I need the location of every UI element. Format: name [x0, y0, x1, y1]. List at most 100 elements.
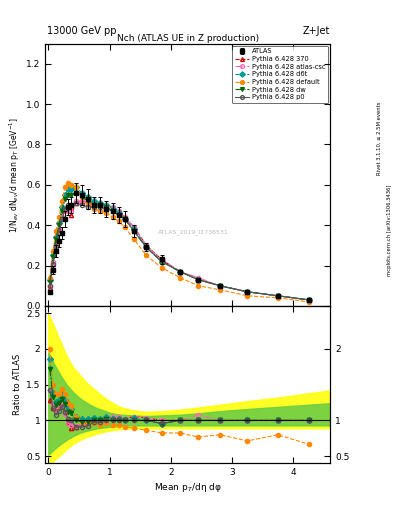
Pythia 6.428 atlas-csc: [104, 202, 109, 208]
Pythia 6.428 default: [104, 210, 109, 216]
Pythia 6.428 370: [57, 226, 61, 232]
Text: Rivet 3.1.10, ≥ 2.5M events: Rivet 3.1.10, ≥ 2.5M events: [377, 101, 382, 175]
Pythia 6.428 370: [132, 224, 136, 230]
Pythia 6.428 p0: [306, 297, 311, 303]
Pythia 6.428 dw: [92, 202, 97, 208]
Pythia 6.428 370: [178, 268, 182, 274]
Pythia 6.428 atlas-csc: [80, 198, 84, 204]
Pythia 6.428 atlas-csc: [92, 200, 97, 206]
Pythia 6.428 d6t: [63, 192, 68, 198]
Pythia 6.428 default: [66, 180, 70, 186]
Pythia 6.428 default: [275, 295, 280, 301]
Pythia 6.428 d6t: [306, 297, 311, 303]
Pythia 6.428 p0: [196, 276, 201, 283]
Pythia 6.428 dw: [306, 297, 311, 303]
Pythia 6.428 dw: [48, 279, 52, 285]
Pythia 6.428 default: [60, 198, 64, 204]
Pythia 6.428 dw: [196, 276, 201, 283]
Pythia 6.428 atlas-csc: [73, 198, 78, 204]
Pythia 6.428 370: [104, 202, 109, 208]
Pythia 6.428 d6t: [80, 190, 84, 196]
Pythia 6.428 atlas-csc: [98, 200, 103, 206]
Pythia 6.428 d6t: [86, 194, 90, 200]
Pythia 6.428 370: [159, 257, 164, 263]
Pythia 6.428 dw: [178, 268, 182, 274]
Pythia 6.428 dw: [217, 283, 222, 289]
Pythia 6.428 370: [275, 293, 280, 299]
Pythia 6.428 default: [306, 299, 311, 305]
Pythia 6.428 d6t: [159, 259, 164, 265]
Pythia 6.428 default: [80, 194, 84, 200]
Pythia 6.428 p0: [116, 212, 121, 218]
Pythia 6.428 atlas-csc: [63, 208, 68, 214]
Pythia 6.428 atlas-csc: [60, 214, 64, 220]
Pythia 6.428 dw: [98, 202, 103, 208]
Pythia 6.428 atlas-csc: [275, 293, 280, 299]
Pythia 6.428 d6t: [132, 226, 136, 232]
Pythia 6.428 d6t: [217, 283, 222, 289]
Pythia 6.428 d6t: [144, 244, 149, 250]
Pythia 6.428 atlas-csc: [86, 200, 90, 206]
Pythia 6.428 default: [57, 214, 61, 220]
Pythia 6.428 default: [69, 182, 73, 188]
Text: mcplots.cern.ch [arXiv:1306.3436]: mcplots.cern.ch [arXiv:1306.3436]: [387, 185, 391, 276]
Pythia 6.428 d6t: [275, 293, 280, 299]
Pythia 6.428 default: [178, 274, 182, 281]
Y-axis label: 1/N$_{ev}$ dN$_{ev}$/d mean p$_T$ [GeV$^{-1}$]: 1/N$_{ev}$ dN$_{ev}$/d mean p$_T$ [GeV$^…: [7, 117, 22, 232]
Pythia 6.428 default: [196, 283, 201, 289]
Pythia 6.428 default: [92, 206, 97, 212]
Pythia 6.428 370: [80, 198, 84, 204]
Pythia 6.428 atlas-csc: [144, 242, 149, 248]
Pythia 6.428 atlas-csc: [306, 297, 311, 303]
Pythia 6.428 dw: [275, 293, 280, 299]
Pythia 6.428 dw: [60, 208, 64, 214]
Pythia 6.428 default: [50, 248, 55, 254]
Pythia 6.428 d6t: [92, 198, 97, 204]
Pythia 6.428 dw: [123, 216, 127, 222]
Pythia 6.428 default: [159, 265, 164, 271]
Pythia 6.428 370: [245, 289, 250, 295]
Pythia 6.428 default: [86, 200, 90, 206]
Pythia 6.428 atlas-csc: [196, 274, 201, 281]
Pythia 6.428 p0: [98, 204, 103, 210]
Pythia 6.428 d6t: [57, 220, 61, 226]
Pythia 6.428 atlas-csc: [159, 257, 164, 263]
Pythia 6.428 p0: [50, 261, 55, 267]
Pythia 6.428 d6t: [116, 210, 121, 216]
Pythia 6.428 d6t: [178, 268, 182, 274]
Pythia 6.428 370: [73, 200, 78, 206]
Pythia 6.428 370: [50, 261, 55, 267]
Line: Pythia 6.428 atlas-csc: Pythia 6.428 atlas-csc: [48, 199, 311, 302]
Pythia 6.428 p0: [53, 244, 58, 250]
Pythia 6.428 dw: [104, 204, 109, 210]
Pythia 6.428 default: [245, 293, 250, 299]
Pythia 6.428 dw: [73, 190, 78, 196]
Text: ATLAS_2019_I1736531: ATLAS_2019_I1736531: [158, 229, 229, 236]
Pythia 6.428 default: [53, 228, 58, 234]
Pythia 6.428 d6t: [60, 204, 64, 210]
Pythia 6.428 370: [92, 202, 97, 208]
Pythia 6.428 p0: [123, 216, 127, 222]
Pythia 6.428 dw: [144, 244, 149, 250]
Pythia 6.428 dw: [132, 228, 136, 234]
Pythia 6.428 atlas-csc: [217, 283, 222, 289]
Pythia 6.428 atlas-csc: [132, 224, 136, 230]
Pythia 6.428 default: [73, 184, 78, 190]
Pythia 6.428 p0: [48, 283, 52, 289]
Text: Z+Jet: Z+Jet: [303, 26, 330, 36]
Pythia 6.428 dw: [53, 236, 58, 242]
Pythia 6.428 d6t: [69, 186, 73, 192]
Pythia 6.428 default: [217, 287, 222, 293]
Line: Pythia 6.428 dw: Pythia 6.428 dw: [48, 191, 311, 302]
Pythia 6.428 dw: [110, 208, 115, 214]
Pythia 6.428 dw: [159, 259, 164, 265]
Pythia 6.428 atlas-csc: [178, 268, 182, 274]
Pythia 6.428 370: [60, 214, 64, 220]
Legend: ATLAS, Pythia 6.428 370, Pythia 6.428 atlas-csc, Pythia 6.428 d6t, Pythia 6.428 : ATLAS, Pythia 6.428 370, Pythia 6.428 at…: [232, 46, 328, 103]
Pythia 6.428 p0: [178, 268, 182, 274]
Pythia 6.428 370: [53, 240, 58, 246]
Pythia 6.428 370: [144, 242, 149, 248]
Pythia 6.428 p0: [104, 206, 109, 212]
Pythia 6.428 p0: [132, 228, 136, 234]
Pythia 6.428 atlas-csc: [69, 208, 73, 214]
